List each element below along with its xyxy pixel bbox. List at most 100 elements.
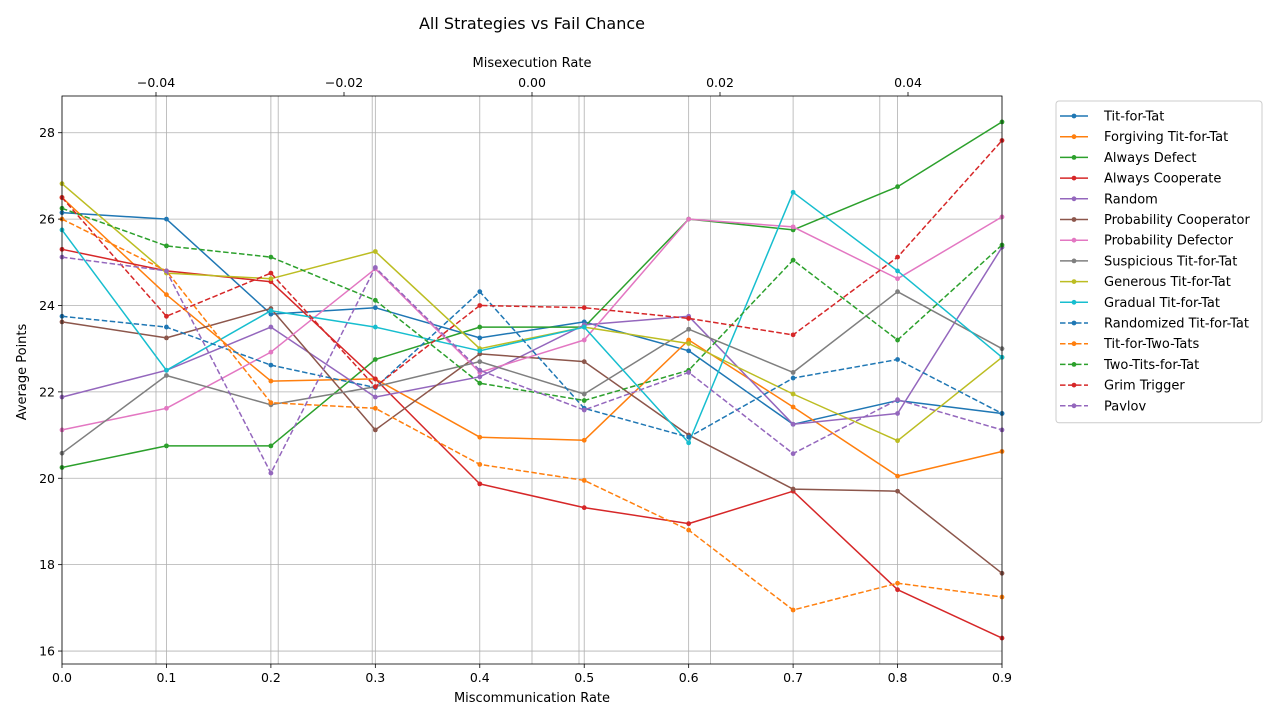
x2-tick-label: −0.02 [325, 75, 363, 90]
data-point [790, 607, 796, 613]
data-point [268, 270, 274, 276]
x2-tick-label: 0.00 [518, 75, 546, 90]
series [59, 189, 1005, 446]
y-tick-label: 24 [39, 298, 55, 313]
legend-label: Random [1104, 192, 1158, 207]
legend-label: Gradual Tit-for-Tat [1104, 296, 1220, 311]
data-point [686, 527, 692, 533]
data-point [477, 462, 483, 467]
data-point [581, 324, 587, 330]
data-point [268, 400, 274, 406]
data-point [895, 411, 900, 416]
data-point [790, 404, 796, 410]
data-point [268, 254, 274, 260]
data-point [477, 380, 483, 386]
data-point [164, 243, 169, 249]
data-point [268, 311, 274, 317]
data-point [581, 478, 587, 483]
data-point [164, 373, 169, 378]
data-point [581, 305, 587, 311]
data-point [372, 357, 378, 362]
data-point [790, 189, 796, 195]
legend-marker [1071, 320, 1077, 326]
data-point [477, 359, 483, 365]
data-point [790, 486, 796, 492]
data-point [581, 359, 587, 365]
data-point [790, 421, 796, 427]
x-tick-label: 0.7 [783, 670, 803, 685]
data-point [895, 488, 900, 494]
data-point [895, 587, 900, 593]
legend-marker [1071, 279, 1077, 284]
data-point [268, 308, 274, 314]
x-tick-label: 0.8 [888, 670, 908, 685]
y-tick-label: 16 [39, 644, 55, 659]
data-point [790, 370, 796, 375]
legend-label: Pavlov [1104, 399, 1146, 414]
legend-label: Probability Cooperator [1104, 213, 1250, 228]
legend-label: Two-Tits-for-Tat [1103, 358, 1199, 373]
x-tick-label: 0.3 [365, 670, 385, 685]
data-point [268, 349, 274, 355]
data-point [268, 362, 274, 368]
series-lines [59, 119, 1005, 641]
series-line [61, 211, 1003, 426]
data-point [581, 391, 587, 397]
x-tick-label: 0.4 [470, 670, 490, 685]
legend-marker [1071, 403, 1077, 409]
data-point [268, 470, 274, 476]
data-point [581, 407, 587, 413]
data-point [268, 276, 274, 282]
data-point [790, 257, 796, 263]
y-tick-label: 18 [39, 557, 55, 572]
data-point [581, 398, 587, 403]
legend-label: Randomized Tit-for-Tat [1104, 317, 1249, 332]
legend-marker [1071, 134, 1077, 140]
data-point [164, 313, 169, 319]
data-point [686, 316, 692, 321]
legend-label: Tit-for-Tat [1103, 110, 1164, 125]
y-tick-label: 20 [39, 471, 55, 486]
data-point [477, 434, 483, 440]
data-point [895, 268, 900, 274]
data-point [477, 348, 483, 354]
data-point [686, 337, 692, 343]
data-point [581, 437, 587, 443]
data-point [790, 375, 796, 381]
data-point [372, 427, 378, 433]
x2-tick-label: 0.02 [706, 75, 734, 90]
data-point [477, 324, 483, 330]
legend-label: Grim Trigger [1104, 379, 1185, 394]
data-point [164, 292, 169, 298]
data-point [477, 335, 483, 341]
top-axis-label: Misexecution Rate [473, 56, 592, 71]
data-point [581, 337, 587, 343]
series-line [61, 139, 1003, 388]
data-point [372, 265, 378, 270]
data-point [686, 521, 692, 527]
legend-label: Tit-for-Two-Tats [1103, 337, 1199, 352]
legend-label: Always Cooperate [1104, 172, 1221, 187]
legend-marker [1071, 175, 1077, 181]
legend-label: Forgiving Tit-for-Tat [1104, 130, 1228, 145]
legend-label: Probability Defector [1104, 234, 1234, 249]
data-point [372, 297, 378, 303]
legend-marker [1071, 155, 1077, 160]
legend-marker [1071, 217, 1077, 222]
data-point [686, 440, 692, 446]
legend: Tit-for-Tat Forgiving Tit-for-Tat Always D… [1055, 100, 1263, 424]
x-tick-label: 0.1 [156, 670, 176, 685]
data-point [895, 438, 900, 444]
x-tick-label: 0.5 [574, 670, 594, 685]
series-line [61, 246, 1003, 426]
data-point [164, 367, 169, 373]
data-point [372, 384, 378, 390]
series-line [61, 183, 1003, 442]
axis-ticks: 0.0 0.1 0.2 0.3 0.4 0.5 0.6 0.7 0.8 0.9 16 18 20 22 24… [39, 75, 1012, 685]
data-point [477, 367, 483, 373]
data-point [686, 348, 692, 354]
data-point [164, 324, 169, 330]
data-point [895, 357, 900, 362]
data-point [686, 326, 692, 332]
